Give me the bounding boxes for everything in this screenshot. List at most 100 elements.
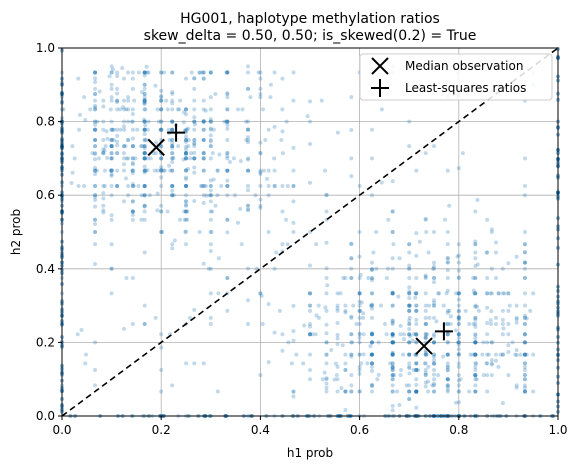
scatter-point <box>473 315 478 320</box>
scatter-point <box>455 340 460 345</box>
scatter-point <box>170 138 175 142</box>
scatter-point <box>390 340 395 345</box>
scatter-point <box>83 352 88 357</box>
scatter-point <box>414 389 419 394</box>
scatter-point <box>351 303 356 308</box>
scatter-point <box>522 368 527 372</box>
scatter-point <box>390 318 395 323</box>
scatter-point <box>506 343 511 348</box>
scatter-point <box>109 156 114 161</box>
scatter-point <box>201 156 206 161</box>
scatter-point <box>453 328 458 333</box>
scatter-point <box>184 184 188 188</box>
scatter-point <box>266 184 271 188</box>
scatter-point <box>159 98 164 103</box>
legend-x-symbol <box>371 57 389 75</box>
scatter-point <box>258 86 263 91</box>
scatter-point <box>374 266 379 271</box>
scatter-point <box>473 373 478 378</box>
scatter-point <box>170 107 175 112</box>
scatter-point <box>370 352 374 357</box>
scatter-point <box>170 127 175 132</box>
scatter-point <box>325 283 330 288</box>
scatter-point <box>266 168 271 173</box>
scatter-point <box>522 332 527 337</box>
scatter-point <box>159 209 164 214</box>
scatter-point <box>184 152 188 157</box>
scatter-point <box>324 340 329 345</box>
scatter-point <box>225 70 230 75</box>
scatter-point <box>225 276 230 280</box>
scatter-point <box>473 264 478 269</box>
scatter-point <box>472 291 477 296</box>
scatter-point <box>217 152 222 157</box>
scatter-point <box>335 342 340 347</box>
scatter-point <box>225 151 230 156</box>
scatter-point <box>160 230 165 234</box>
scatter-point <box>130 144 135 149</box>
scatter-point <box>473 209 478 214</box>
scatter-point <box>350 340 355 345</box>
scatter-point <box>239 242 244 247</box>
scatter-point <box>93 193 98 198</box>
scatter-point <box>349 315 354 320</box>
scatter-point <box>236 220 241 225</box>
scatter-point <box>473 242 478 247</box>
scatter-point <box>170 127 175 132</box>
scatter-point <box>335 364 340 369</box>
scatter-point <box>432 315 436 320</box>
scatter-point <box>518 352 523 357</box>
scatter-point <box>244 138 249 142</box>
scatter-point <box>178 217 183 222</box>
scatter-point <box>168 168 173 173</box>
scatter-point <box>390 373 395 378</box>
scatter-point <box>208 119 213 124</box>
scatter-point <box>258 140 263 145</box>
scatter-point <box>514 303 519 308</box>
scatter-point <box>208 70 213 75</box>
scatter-point <box>484 250 489 255</box>
scatter-point <box>159 168 164 173</box>
scatter-point <box>370 332 374 337</box>
scatter-point <box>522 373 527 378</box>
scatter-point <box>432 260 436 265</box>
scatter-point <box>124 156 129 161</box>
scatter-point <box>246 127 250 132</box>
scatter-point <box>260 107 265 112</box>
plot-area-frame <box>61 47 559 417</box>
scatter-point <box>142 184 147 188</box>
scatter-point <box>192 107 197 112</box>
scatter-point <box>489 322 494 326</box>
scatter-point <box>93 217 98 222</box>
scatter-point <box>473 352 478 357</box>
scatter-point <box>93 184 98 188</box>
scatter-point <box>432 303 436 308</box>
scatter-point <box>142 151 147 156</box>
scatter-point <box>431 266 436 271</box>
scatter-point <box>142 70 147 75</box>
scatter-point <box>185 126 190 131</box>
scatter-point <box>485 291 490 296</box>
scatter-point <box>349 256 354 261</box>
scatter-point <box>182 110 187 115</box>
scatter-point <box>445 168 450 173</box>
scatter-point <box>107 74 112 79</box>
scatter-point <box>201 151 206 156</box>
scatter-point <box>432 389 436 394</box>
scatter-point <box>349 314 354 319</box>
scatter-point <box>93 138 98 142</box>
scatter-point <box>473 340 478 345</box>
scatter-point <box>101 196 106 201</box>
scatter-point <box>161 70 166 75</box>
scatter-point <box>370 268 374 273</box>
scatter-point <box>522 230 527 234</box>
scatter-point <box>445 377 450 382</box>
scatter-point <box>343 368 348 372</box>
scatter-point <box>407 389 412 394</box>
scatter-point <box>494 240 498 245</box>
scatter-point <box>522 260 527 265</box>
scatter-point <box>401 332 406 337</box>
scatter-point <box>159 127 164 132</box>
scatter-point <box>159 119 164 124</box>
scatter-point <box>324 389 329 394</box>
